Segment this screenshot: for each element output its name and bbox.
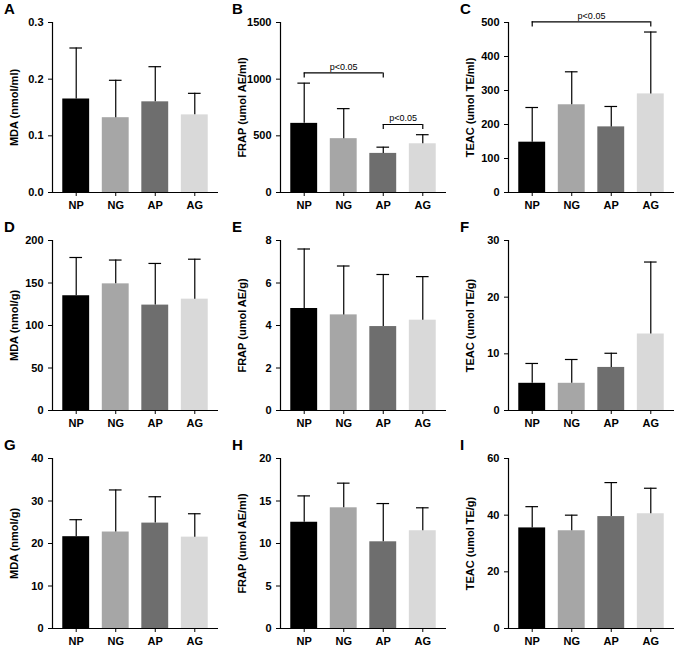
svg-text:NG: NG	[563, 635, 580, 647]
svg-text:1500: 1500	[247, 16, 271, 28]
svg-text:8: 8	[265, 234, 271, 246]
svg-text:NG: NG	[107, 417, 124, 429]
html-text:A: A	[4, 0, 15, 17]
svg-text:AP: AP	[376, 417, 391, 429]
svg-text:60: 60	[487, 452, 499, 464]
svg-text:TEAC (umol TE/g): TEAC (umol TE/g)	[464, 278, 476, 372]
svg-text:NP: NP	[297, 635, 312, 647]
svg-text:p<0.05: p<0.05	[578, 11, 606, 21]
svg-text:10: 10	[31, 580, 43, 592]
svg-text:AP: AP	[604, 199, 619, 211]
svg-text:NP: NP	[525, 635, 540, 647]
svg-text:TEAC (umol TE/ml): TEAC (umol TE/ml)	[464, 57, 476, 157]
svg-text:AG: AG	[415, 635, 432, 647]
svg-text:150: 150	[25, 277, 43, 289]
svg-text:500: 500	[253, 129, 271, 141]
html-text:B: B	[232, 0, 243, 17]
svg-text:0.3: 0.3	[28, 16, 43, 28]
svg-text:15: 15	[259, 495, 271, 507]
html-text:E: E	[232, 218, 242, 235]
svg-text:300: 300	[481, 84, 499, 96]
svg-text:20: 20	[487, 291, 499, 303]
html-text:G: G	[4, 436, 16, 453]
svg-text:1000: 1000	[247, 73, 271, 85]
svg-text:AG: AG	[415, 417, 432, 429]
svg-text:400: 400	[481, 50, 499, 62]
svg-text:30: 30	[31, 495, 43, 507]
svg-text:NP: NP	[525, 199, 540, 211]
svg-text:30: 30	[487, 234, 499, 246]
svg-text:0: 0	[493, 186, 499, 198]
svg-text:100: 100	[481, 152, 499, 164]
svg-text:0: 0	[37, 404, 43, 416]
svg-text:40: 40	[31, 452, 43, 464]
svg-text:AP: AP	[604, 635, 619, 647]
svg-text:4: 4	[265, 319, 272, 331]
svg-text:NG: NG	[563, 417, 580, 429]
svg-text:200: 200	[481, 118, 499, 130]
svg-text:AG: AG	[187, 635, 204, 647]
svg-text:p<0.05: p<0.05	[330, 62, 358, 72]
svg-text:0: 0	[493, 622, 499, 634]
svg-text:AP: AP	[148, 417, 163, 429]
svg-text:2: 2	[265, 362, 271, 374]
svg-text:AP: AP	[376, 199, 391, 211]
svg-text:FRAP (umol AE/g): FRAP (umol AE/g)	[236, 278, 248, 372]
svg-text:TEAC (umol TE/g): TEAC (umol TE/g)	[464, 496, 476, 590]
svg-text:6: 6	[265, 277, 271, 289]
svg-text:NG: NG	[335, 417, 352, 429]
svg-text:MDA (nmol/g): MDA (nmol/g)	[8, 508, 20, 579]
svg-text:AP: AP	[604, 417, 619, 429]
svg-text:FRAP (umol AE/ml): FRAP (umol AE/ml)	[236, 493, 248, 594]
svg-text:0.2: 0.2	[28, 73, 43, 85]
svg-text:NP: NP	[69, 635, 84, 647]
svg-text:NP: NP	[69, 199, 84, 211]
svg-text:20: 20	[31, 537, 43, 549]
svg-text:20: 20	[487, 565, 499, 577]
svg-text:MDA (nmol/g): MDA (nmol/g)	[8, 290, 20, 361]
svg-text:NP: NP	[297, 417, 312, 429]
html-text:I: I	[460, 436, 465, 453]
svg-text:NG: NG	[107, 635, 124, 647]
svg-text:NG: NG	[335, 199, 352, 211]
html-text:H: H	[232, 436, 243, 453]
svg-text:5: 5	[265, 580, 271, 592]
html-text:F: F	[460, 218, 470, 235]
svg-text:200: 200	[25, 234, 43, 246]
svg-text:AP: AP	[148, 635, 163, 647]
html-text:C: C	[460, 0, 471, 17]
svg-text:0: 0	[265, 404, 271, 416]
svg-text:40: 40	[487, 509, 499, 521]
svg-text:20: 20	[259, 452, 271, 464]
svg-text:50: 50	[31, 362, 43, 374]
svg-text:10: 10	[487, 347, 499, 359]
svg-text:100: 100	[25, 319, 43, 331]
svg-text:NG: NG	[107, 199, 124, 211]
svg-text:AG: AG	[643, 199, 660, 211]
svg-text:10: 10	[259, 537, 271, 549]
svg-text:MDA (nmol/ml): MDA (nmol/ml)	[8, 69, 20, 147]
svg-text:AG: AG	[643, 417, 660, 429]
svg-text:FRAP (umol AE/ml): FRAP (umol AE/ml)	[236, 57, 248, 158]
svg-text:NP: NP	[297, 199, 312, 211]
svg-text:500: 500	[481, 16, 499, 28]
html-text:D: D	[4, 218, 15, 235]
svg-text:AP: AP	[148, 199, 163, 211]
svg-text:0.1: 0.1	[28, 129, 43, 141]
svg-text:AP: AP	[376, 635, 391, 647]
svg-text:AG: AG	[415, 199, 432, 211]
svg-text:0: 0	[37, 622, 43, 634]
svg-text:NP: NP	[69, 417, 84, 429]
svg-text:p<0.05: p<0.05	[389, 113, 417, 123]
svg-text:NG: NG	[563, 199, 580, 211]
svg-text:0: 0	[265, 186, 271, 198]
svg-text:AG: AG	[187, 417, 204, 429]
svg-text:NG: NG	[335, 635, 352, 647]
svg-text:0.0: 0.0	[28, 186, 43, 198]
svg-text:NP: NP	[525, 417, 540, 429]
svg-text:0: 0	[265, 622, 271, 634]
svg-text:AG: AG	[643, 635, 660, 647]
svg-text:0: 0	[493, 404, 499, 416]
svg-text:AG: AG	[187, 199, 204, 211]
